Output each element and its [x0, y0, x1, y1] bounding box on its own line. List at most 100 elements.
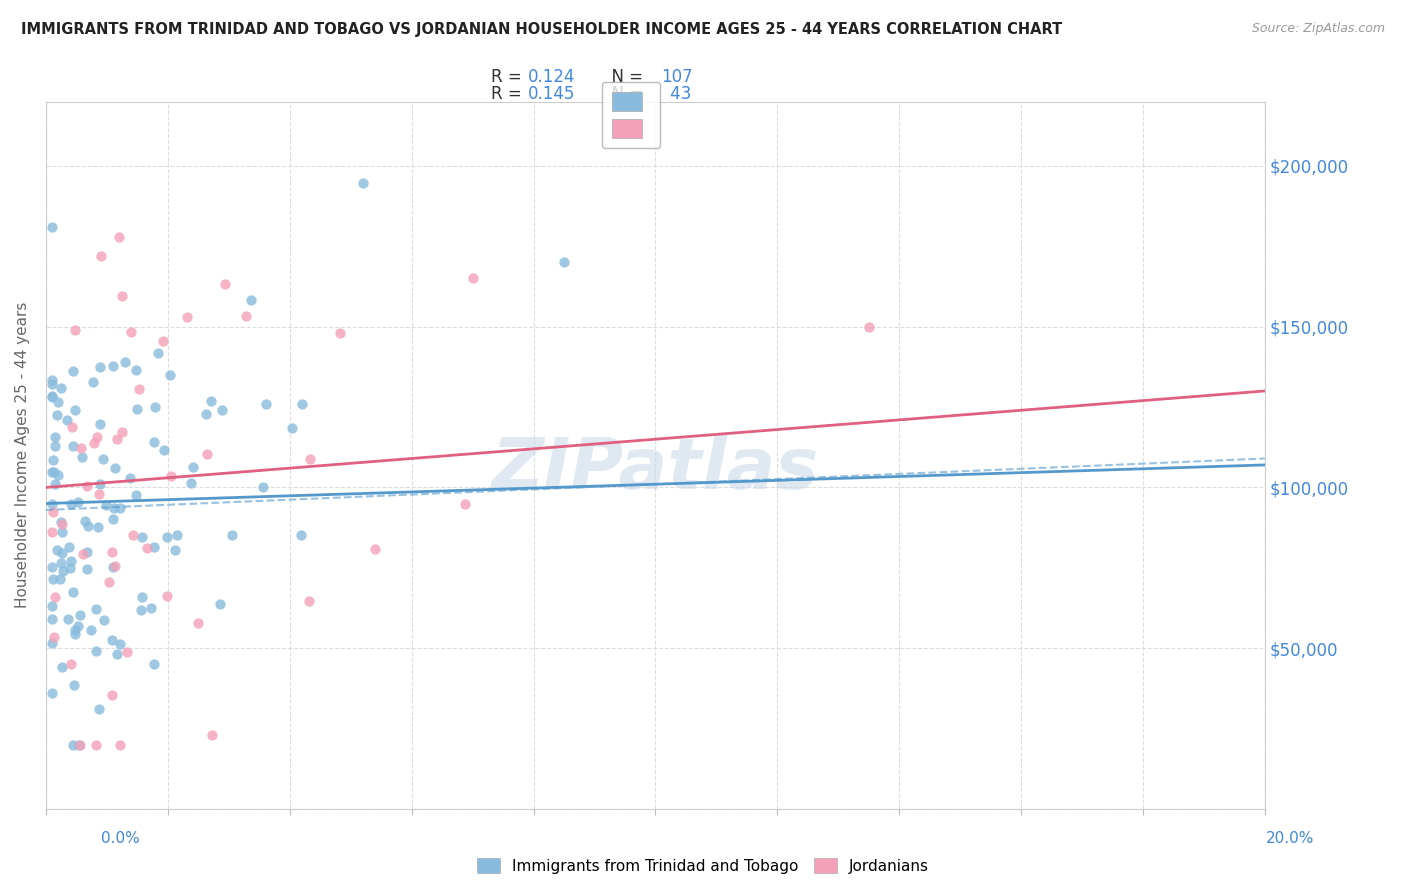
- Point: [46, 542, 69, 557]
- Point: [76, 562, 98, 576]
- Point: [60, 657, 83, 672]
- Point: [128, 382, 150, 396]
- Point: [67, 738, 90, 752]
- Text: 0.124: 0.124: [527, 68, 575, 86]
- Point: [254, 397, 277, 411]
- Point: [329, 326, 352, 341]
- Point: [44, 477, 66, 491]
- Point: [461, 271, 484, 285]
- Point: [195, 447, 218, 461]
- Point: [41, 560, 63, 574]
- Point: [62, 364, 84, 378]
- Point: [56, 413, 79, 427]
- Point: [105, 432, 128, 446]
- Point: [76, 545, 98, 559]
- Point: [86, 430, 108, 444]
- Point: [69, 738, 91, 752]
- Point: [77, 518, 100, 533]
- Point: [41, 389, 63, 403]
- Point: [48, 468, 70, 483]
- Point: [56, 611, 79, 625]
- Point: [62, 439, 84, 453]
- Point: [41, 497, 63, 511]
- Point: [49, 381, 72, 395]
- Text: R =: R =: [491, 86, 527, 103]
- Text: Source: ZipAtlas.com: Source: ZipAtlas.com: [1251, 22, 1385, 36]
- Text: R =: R =: [491, 68, 527, 86]
- Point: [142, 657, 165, 671]
- Point: [87, 487, 110, 501]
- Point: [59, 561, 82, 575]
- Point: [83, 436, 105, 450]
- Point: [163, 542, 186, 557]
- Point: [82, 375, 104, 389]
- Point: [84, 738, 107, 752]
- Text: N =: N =: [600, 68, 648, 86]
- Point: [120, 325, 142, 339]
- Point: [104, 461, 127, 475]
- Point: [51, 546, 73, 560]
- Point: [84, 602, 107, 616]
- Point: [143, 401, 166, 415]
- Point: [180, 476, 202, 491]
- Point: [49, 515, 72, 529]
- Point: [44, 439, 66, 453]
- Point: [44, 465, 66, 479]
- Point: [41, 599, 63, 613]
- Point: [252, 480, 274, 494]
- Point: [143, 540, 166, 554]
- Point: [553, 255, 575, 269]
- Point: [44, 630, 66, 644]
- Point: [153, 442, 176, 457]
- Legend: , : ,: [602, 81, 661, 148]
- Point: [70, 450, 93, 464]
- Point: [108, 500, 131, 515]
- Point: [52, 564, 75, 578]
- Point: [108, 738, 131, 752]
- Point: [291, 397, 314, 411]
- Point: [187, 616, 209, 631]
- Point: [60, 554, 83, 568]
- Point: [125, 488, 148, 502]
- Point: [108, 637, 131, 651]
- Point: [62, 738, 84, 752]
- Point: [114, 355, 136, 369]
- Point: [201, 728, 224, 742]
- Point: [120, 471, 142, 485]
- Point: [67, 494, 90, 508]
- Point: [101, 511, 124, 525]
- Point: [84, 644, 107, 658]
- Point: [63, 623, 86, 637]
- Point: [51, 525, 73, 540]
- Text: N =: N =: [600, 86, 648, 103]
- Point: [281, 421, 304, 435]
- Point: [101, 560, 124, 574]
- Point: [142, 434, 165, 449]
- Point: [69, 607, 91, 622]
- Point: [156, 530, 179, 544]
- Point: [131, 530, 153, 544]
- Point: [131, 603, 153, 617]
- Point: [100, 632, 122, 647]
- Point: [93, 613, 115, 627]
- Point: [49, 556, 72, 570]
- Text: 0.0%: 0.0%: [101, 831, 141, 846]
- Point: [209, 597, 232, 611]
- Point: [60, 497, 83, 511]
- Point: [41, 390, 63, 404]
- Point: [73, 514, 96, 528]
- Point: [214, 277, 236, 292]
- Point: [51, 516, 73, 531]
- Point: [148, 346, 170, 360]
- Point: [41, 466, 63, 480]
- Point: [111, 425, 134, 439]
- Point: [87, 519, 110, 533]
- Point: [453, 497, 475, 511]
- Point: [89, 359, 111, 374]
- Point: [103, 500, 125, 515]
- Text: 0.145: 0.145: [527, 86, 575, 103]
- Point: [159, 368, 181, 382]
- Point: [290, 527, 312, 541]
- Point: [221, 528, 243, 542]
- Point: [41, 377, 63, 392]
